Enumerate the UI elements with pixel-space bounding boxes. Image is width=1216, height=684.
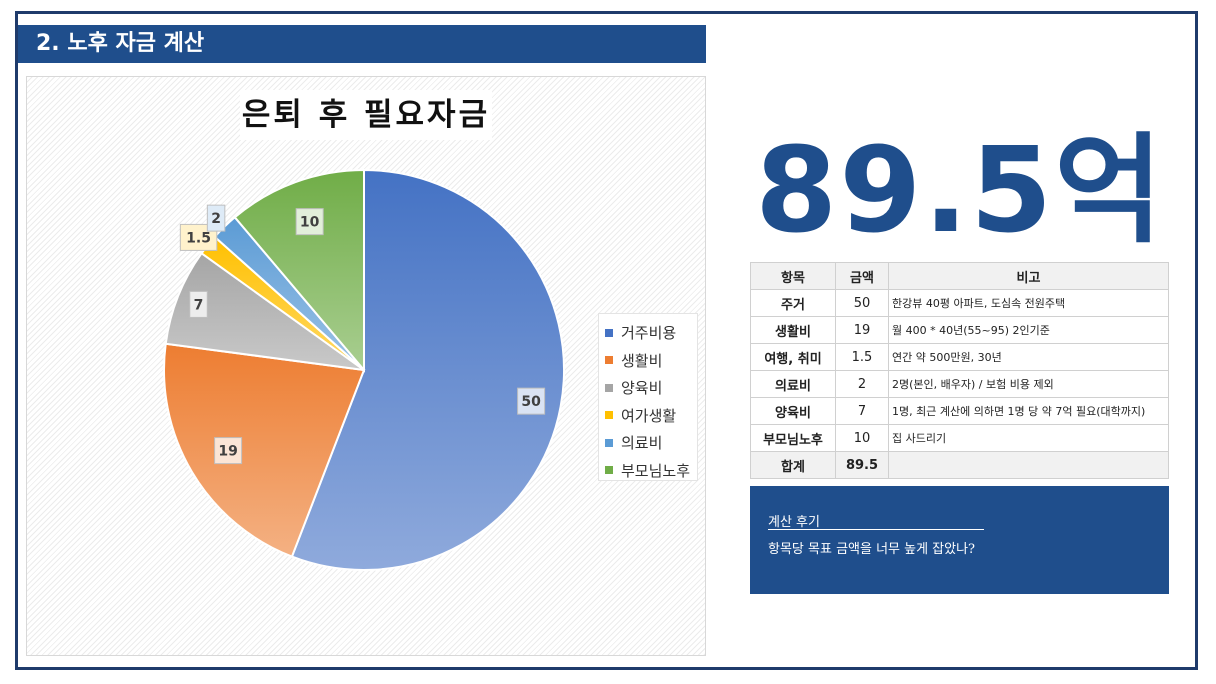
table-total-row: 합계 89.5 bbox=[750, 451, 1169, 479]
cell-amount: 1.5 bbox=[835, 343, 889, 371]
legend-item: 여가생활 bbox=[605, 402, 697, 430]
table-row: 주거 50 한강뷰 40평 아파트, 도심속 전원주택 bbox=[750, 289, 1169, 317]
data-label-box bbox=[189, 290, 208, 318]
header-note: 비고 bbox=[888, 262, 1169, 290]
legend-item: 양육비 bbox=[605, 374, 697, 402]
legend-item: 거주비용 bbox=[605, 319, 697, 347]
total-item: 합계 bbox=[750, 451, 836, 479]
cell-item: 여행, 취미 bbox=[750, 343, 836, 371]
cell-note: 연간 약 500만원, 30년 bbox=[888, 343, 1169, 371]
table-row: 여행, 취미 1.5 연간 약 500만원, 30년 bbox=[750, 343, 1169, 371]
data-label-box bbox=[295, 208, 324, 236]
slide-frame bbox=[15, 11, 1198, 670]
table-row: 생활비 19 월 400 * 40년(55~95) 2인기준 bbox=[750, 316, 1169, 344]
cell-amount: 19 bbox=[835, 316, 889, 344]
pie-slice bbox=[164, 251, 365, 371]
cell-amount: 7 bbox=[835, 397, 889, 425]
legend-label: 여가생활 bbox=[621, 406, 677, 425]
review-divider bbox=[768, 529, 984, 530]
legend-swatch bbox=[605, 411, 613, 420]
header-amount: 금액 bbox=[835, 262, 889, 290]
legend-swatch bbox=[605, 328, 613, 337]
data-label: 19 bbox=[218, 444, 237, 460]
table-header-row: 항목 금액 비고 bbox=[750, 262, 1169, 290]
legend-label: 양육비 bbox=[621, 379, 663, 398]
section-title: 2. 노후 자금 계산 bbox=[18, 25, 706, 63]
legend-swatch bbox=[605, 356, 613, 365]
cell-item: 생활비 bbox=[750, 316, 836, 344]
legend-item: 생활비 bbox=[605, 347, 697, 375]
header-item: 항목 bbox=[750, 262, 836, 290]
cell-amount: 10 bbox=[835, 424, 889, 452]
legend-label: 부모님노후 bbox=[621, 461, 691, 480]
items-table: 항목 금액 비고 주거 50 한강뷰 40평 아파트, 도심속 전원주택 생활비 19 월… bbox=[750, 262, 1169, 479]
pie-slice bbox=[163, 342, 366, 558]
legend-item: 부모님노후 bbox=[605, 457, 697, 485]
data-label: 10 bbox=[300, 215, 320, 231]
pie-slice bbox=[233, 168, 365, 373]
review-text: 항목당 목표 금액을 너무 높게 잡았나? bbox=[768, 542, 976, 557]
table-row: 의료비 2 2명(본인, 배우자) / 보험 비용 제외 bbox=[750, 370, 1169, 398]
data-label-box bbox=[214, 437, 243, 465]
data-label: 50 bbox=[521, 394, 541, 410]
data-label: 2 bbox=[211, 211, 221, 227]
legend-swatch bbox=[605, 383, 613, 392]
cell-amount: 2 bbox=[835, 370, 889, 398]
pie-slice bbox=[290, 168, 565, 571]
legend-label: 거주비용 bbox=[621, 324, 677, 343]
cell-note: 월 400 * 40년(55~95) 2인기준 bbox=[888, 316, 1169, 344]
cell-note: 집 사드리기 bbox=[888, 424, 1169, 452]
cell-note: 한강뷰 40평 아파트, 도심속 전원주택 bbox=[888, 289, 1169, 317]
chart-title: 은퇴 후 필요자금 bbox=[240, 90, 492, 140]
total-amount: 89.5억 bbox=[755, 121, 1165, 259]
data-label: 7 bbox=[194, 297, 204, 313]
legend-item: 의료비 bbox=[605, 429, 697, 457]
cell-item: 양육비 bbox=[750, 397, 836, 425]
legend-swatch bbox=[605, 438, 613, 447]
data-label-box bbox=[517, 387, 546, 415]
total-note bbox=[888, 451, 1169, 479]
cell-amount: 50 bbox=[835, 289, 889, 317]
cell-note: 2명(본인, 배우자) / 보험 비용 제외 bbox=[888, 370, 1169, 398]
legend-swatch bbox=[605, 466, 613, 475]
cell-item: 의료비 bbox=[750, 370, 836, 398]
review-title: 계산 후기 bbox=[768, 515, 820, 530]
legend-label: 생활비 bbox=[621, 351, 663, 370]
total-amount-cell: 89.5 bbox=[835, 451, 889, 479]
cell-item: 주거 bbox=[750, 289, 836, 317]
cell-note: 1명, 최근 계산에 의하면 1명 당 약 7억 필요(대학까지) bbox=[888, 397, 1169, 425]
table-row: 부모님노후 10 집 사드리기 bbox=[750, 424, 1169, 452]
data-label: 1.5 bbox=[186, 230, 211, 246]
table-row: 양육비 7 1명, 최근 계산에 의하면 1명 당 약 7억 필요(대학까지) bbox=[750, 397, 1169, 425]
cell-item: 부모님노후 bbox=[750, 424, 836, 452]
data-label-box bbox=[206, 204, 226, 232]
legend-label: 의료비 bbox=[621, 434, 663, 453]
review-box: 계산 후기 항목당 목표 금액을 너무 높게 잡았나? bbox=[750, 486, 1169, 594]
